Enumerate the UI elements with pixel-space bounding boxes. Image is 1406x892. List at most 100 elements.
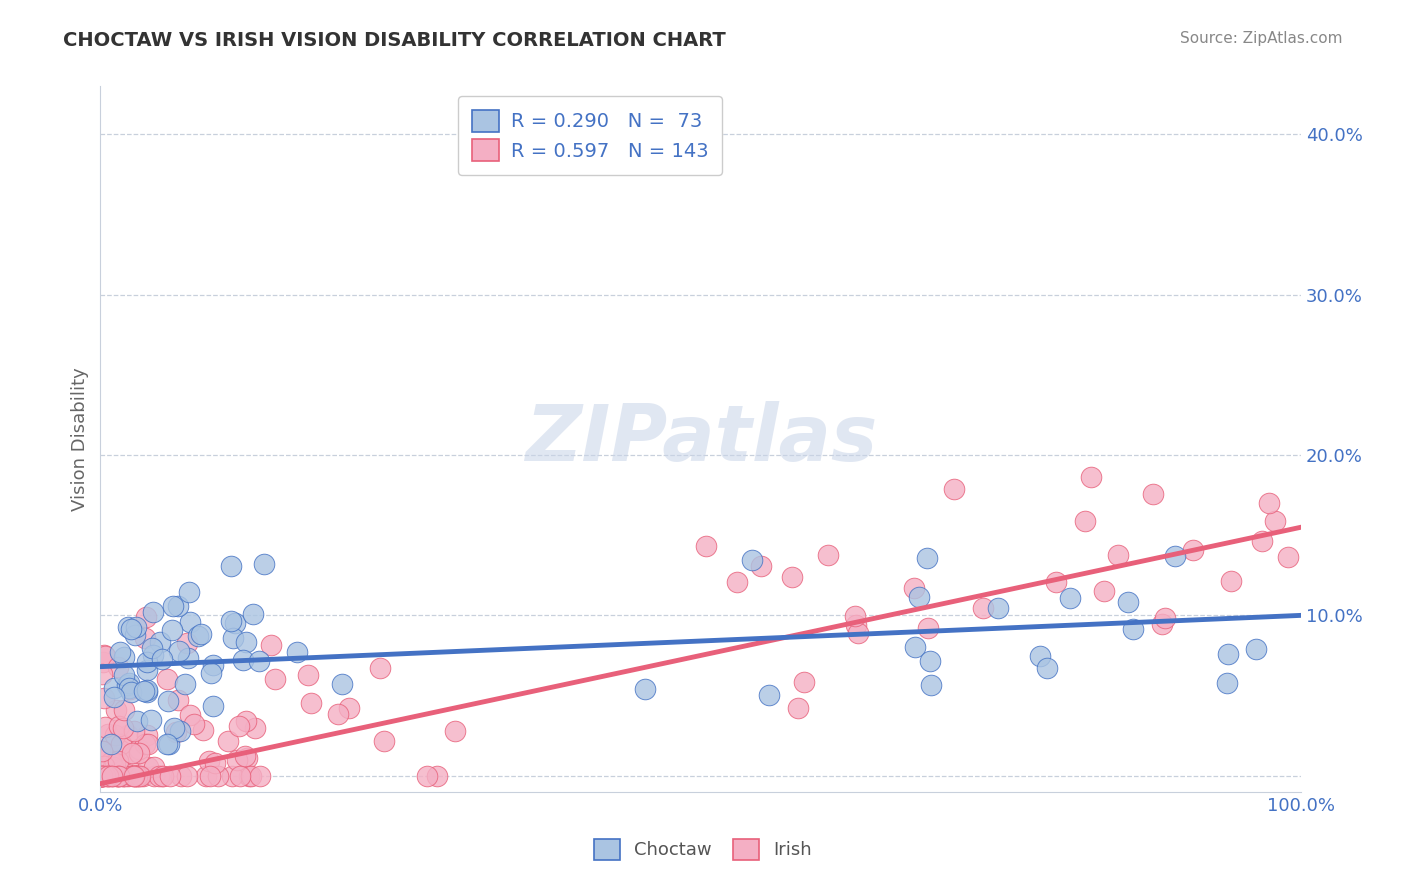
Point <box>1092 583 1115 598</box>
Point <box>943 482 966 496</box>
Point <box>143 769 166 783</box>
Point <box>238 769 260 783</box>
Point <box>817 548 839 562</box>
Point <box>177 650 200 665</box>
Point <box>235 635 257 649</box>
Point <box>242 607 264 621</box>
Point <box>1182 543 1205 558</box>
Point <box>98 747 121 762</box>
Point <box>122 769 145 783</box>
Point <box>741 552 763 566</box>
Point <box>141 641 163 656</box>
Point <box>330 677 353 691</box>
Point <box>120 685 142 699</box>
Point <box>204 756 226 770</box>
Point <box>128 746 150 760</box>
Point <box>239 769 262 783</box>
Point <box>260 638 283 652</box>
Point <box>90 666 112 681</box>
Point <box>127 769 149 783</box>
Point <box>111 756 134 771</box>
Point <box>1153 611 1175 625</box>
Point <box>91 769 114 783</box>
Point <box>136 684 159 698</box>
Point <box>104 756 127 771</box>
Point <box>167 599 190 614</box>
Point <box>124 628 146 642</box>
Point <box>249 769 271 783</box>
Point <box>1116 595 1139 609</box>
Point <box>758 688 780 702</box>
Point <box>167 693 190 707</box>
Point <box>179 584 201 599</box>
Point <box>1258 496 1281 510</box>
Point <box>1074 514 1097 528</box>
Point <box>169 724 191 739</box>
Point <box>110 737 132 751</box>
Point <box>844 608 866 623</box>
Point <box>93 743 115 757</box>
Point <box>373 734 395 748</box>
Point <box>202 698 225 713</box>
Point <box>235 714 257 729</box>
Point <box>1244 642 1267 657</box>
Point <box>1080 469 1102 483</box>
Point <box>136 682 159 697</box>
Point <box>94 648 117 663</box>
Point <box>136 663 159 677</box>
Point <box>136 760 159 774</box>
Point <box>1216 647 1239 661</box>
Point <box>169 643 191 657</box>
Point <box>94 721 117 735</box>
Point <box>1264 514 1286 528</box>
Point <box>846 625 869 640</box>
Point <box>141 713 163 727</box>
Point <box>179 615 201 629</box>
Point <box>100 769 122 783</box>
Point <box>100 755 122 769</box>
Point <box>917 621 939 635</box>
Point <box>634 682 657 697</box>
Point <box>122 723 145 738</box>
Point <box>253 557 276 571</box>
Point <box>118 681 141 695</box>
Point <box>90 769 112 783</box>
Point <box>105 769 128 783</box>
Point <box>90 744 112 758</box>
Point <box>93 759 115 773</box>
Point <box>128 769 150 783</box>
Point <box>786 700 808 714</box>
Point <box>232 653 254 667</box>
Point <box>159 769 181 783</box>
Point <box>112 721 135 735</box>
Point <box>179 707 201 722</box>
Point <box>157 694 180 708</box>
Point <box>117 619 139 633</box>
Point <box>93 769 115 783</box>
Point <box>725 574 748 589</box>
Point <box>904 640 927 654</box>
Point <box>124 769 146 783</box>
Point <box>97 769 120 783</box>
Point <box>160 623 183 637</box>
Point <box>1045 575 1067 590</box>
Point <box>108 769 131 783</box>
Point <box>112 650 135 665</box>
Point <box>94 769 117 783</box>
Point <box>90 769 112 783</box>
Point <box>112 668 135 682</box>
Point <box>118 675 141 690</box>
Point <box>134 737 156 751</box>
Point <box>120 622 142 636</box>
Legend: R = 0.290   N =  73, R = 0.597   N = 143: R = 0.290 N = 73, R = 0.597 N = 143 <box>458 96 723 175</box>
Point <box>1036 661 1059 675</box>
Point <box>112 769 135 783</box>
Point <box>1277 550 1299 565</box>
Point <box>444 723 467 738</box>
Point <box>142 760 165 774</box>
Point <box>845 617 868 632</box>
Point <box>200 666 222 681</box>
Point <box>108 743 131 757</box>
Point <box>121 769 143 783</box>
Point <box>226 753 249 767</box>
